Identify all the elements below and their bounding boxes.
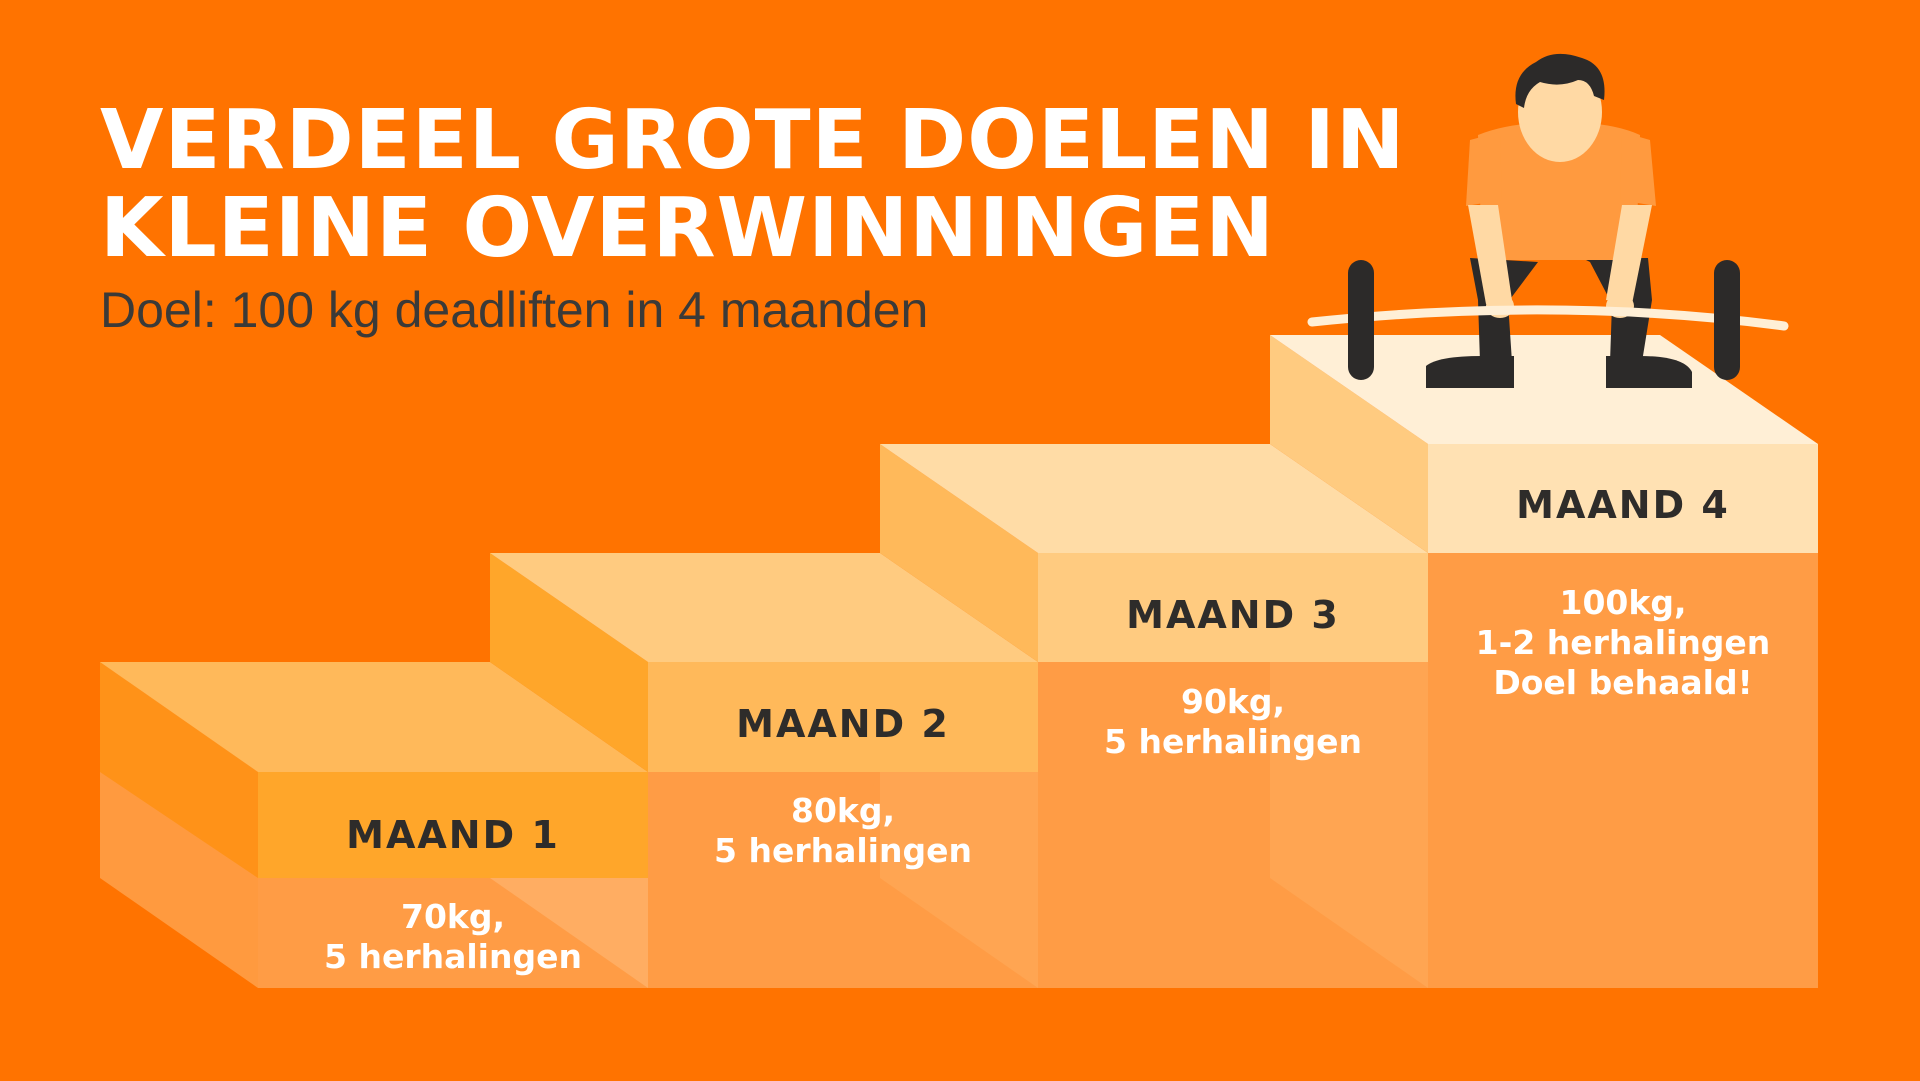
step-3-desc-2: 5 herhalingen (1104, 722, 1362, 761)
step-1-desc-2: 5 herhalingen (324, 937, 582, 976)
staircase: MAAND 1 70kg, 5 herhalingen MAAND 2 80kg… (100, 335, 1818, 988)
step-1-side-upper (100, 662, 258, 878)
hair (1515, 53, 1605, 108)
step-3-desc-1: 90kg, (1181, 682, 1285, 721)
step-2-band (648, 662, 1038, 772)
step-1-label: MAAND 1 (346, 813, 560, 857)
step-3-shade (1270, 662, 1428, 988)
step-4-desc-3: Doel behaald! (1493, 663, 1752, 702)
step-1 (100, 662, 648, 988)
step-4-desc-1: 100kg, (1560, 583, 1687, 622)
step-4-body (1428, 553, 1818, 988)
step-1-shade (490, 878, 648, 988)
step-2-top (490, 553, 1038, 662)
step-3-side (880, 444, 1038, 662)
subtitle: Doel: 100 kg deadliften in 4 maanden (100, 282, 928, 338)
step-2-side (490, 553, 648, 772)
step-1-band (258, 772, 648, 878)
right-arm (1606, 205, 1652, 304)
step-1-top (100, 662, 648, 772)
step-4-side (1270, 335, 1428, 553)
step-3-band (1038, 553, 1428, 662)
left-plate (1348, 260, 1374, 380)
step-2 (490, 553, 1038, 988)
step-3-label: MAAND 3 (1126, 593, 1340, 637)
step-4-band (1428, 444, 1818, 553)
face (1518, 62, 1602, 162)
step-2-label: MAAND 2 (736, 702, 950, 746)
right-sleeve (1620, 132, 1656, 206)
left-sleeve (1466, 132, 1502, 206)
left-arm (1468, 205, 1512, 304)
step-4-label: MAAND 4 (1516, 483, 1730, 527)
torso (1478, 122, 1640, 260)
step-2-shade (880, 772, 1038, 988)
deadlift-person-icon (1307, 53, 1789, 388)
title-line-2: KLEINE OVERWINNINGEN (100, 181, 1275, 276)
step-3-top (880, 444, 1428, 553)
left-shoe (1426, 356, 1514, 388)
step-4-desc-2: 1-2 herhalingen (1476, 623, 1771, 662)
step-2-desc-2: 5 herhalingen (714, 831, 972, 870)
step-3 (880, 444, 1428, 988)
right-shoe (1606, 356, 1692, 388)
right-plate (1714, 260, 1740, 380)
step-4-top (1270, 335, 1818, 444)
step-4 (1270, 335, 1818, 988)
title-line-1: VERDEEL GROTE DOELEN IN (100, 93, 1406, 188)
step-1-desc-1: 70kg, (401, 897, 505, 936)
step-2-desc-1: 80kg, (791, 791, 895, 830)
